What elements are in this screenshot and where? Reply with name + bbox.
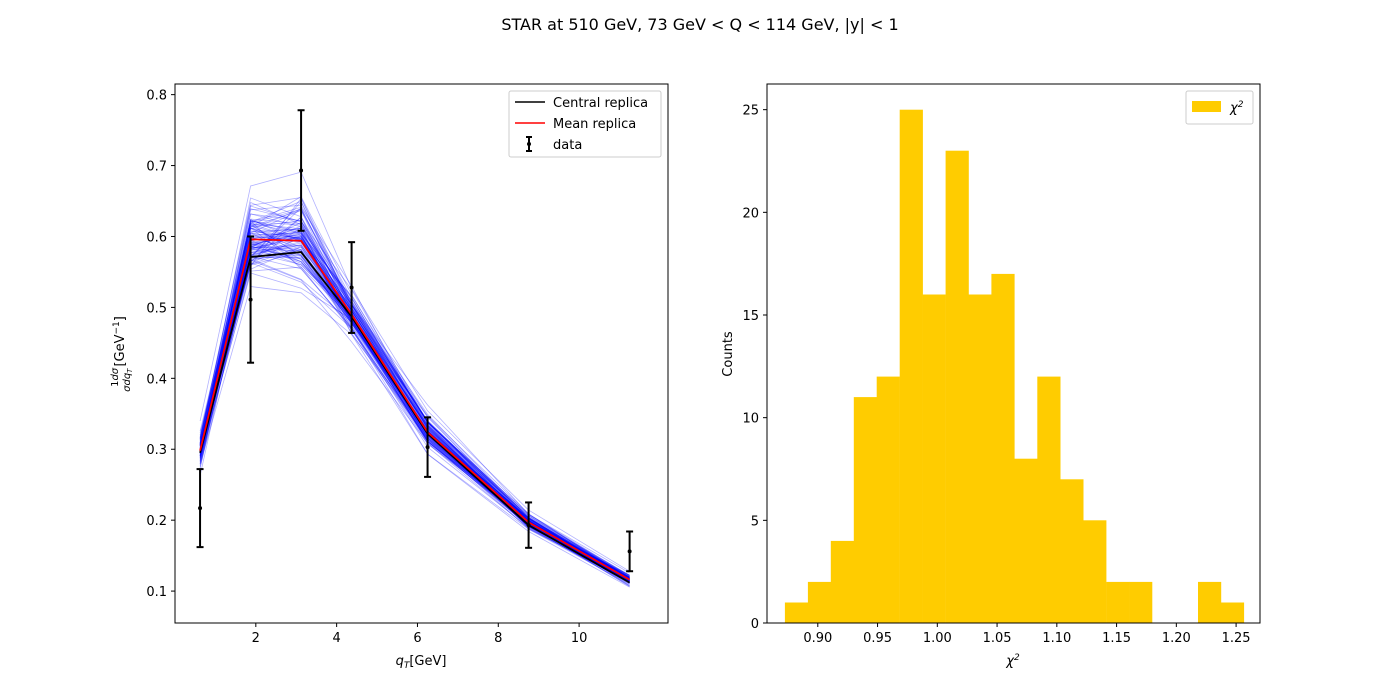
y-tick-label: 0.8 bbox=[146, 89, 167, 104]
histogram-bar bbox=[1198, 581, 1222, 623]
x-tick-label: 1.05 bbox=[983, 631, 1012, 646]
right-axes-frame bbox=[766, 83, 1261, 624]
replica-line bbox=[199, 216, 630, 581]
y-tick-label: 5 bbox=[751, 514, 759, 529]
histogram-bar bbox=[1106, 581, 1130, 623]
right-y-axis: 0 5 10 15 20 25 bbox=[742, 104, 767, 632]
histogram-bar bbox=[1220, 602, 1245, 623]
histogram-bar bbox=[922, 294, 946, 623]
right-x-axis-label: χ2 bbox=[1005, 653, 1020, 669]
x-tick-label: 1.15 bbox=[1102, 631, 1131, 646]
figure-title: STAR at 510 GeV, 73 GeV < Q < 114 GeV, |… bbox=[501, 15, 898, 34]
x-tick-label: 2 bbox=[252, 631, 260, 646]
y-tick-label: 0.5 bbox=[146, 301, 167, 316]
histogram-bar bbox=[991, 273, 1015, 623]
y-tick-label: 0.3 bbox=[146, 443, 167, 458]
histogram-bar bbox=[784, 602, 809, 623]
data-point bbox=[424, 416, 432, 478]
svg-text:1dσσdqT[GeV−1]: 1dσσdqT[GeV−1] bbox=[110, 316, 134, 392]
right-legend: χ2 bbox=[1185, 90, 1254, 125]
replica-lines bbox=[199, 171, 630, 588]
data-points bbox=[196, 109, 634, 573]
x-tick-label: 10 bbox=[571, 631, 588, 646]
left-chart: 2 4 6 8 10 0.10.20.30.40.50.60.70.8 qT[GeV] … bbox=[110, 83, 669, 671]
left-y-axis-label: 1dσσdqT[GeV−1] bbox=[110, 316, 134, 392]
histogram-bar bbox=[1060, 479, 1084, 623]
left-x-axis-label: qT[GeV] bbox=[396, 654, 447, 671]
replica-line bbox=[199, 196, 630, 579]
y-tick-label: 0 bbox=[751, 617, 759, 632]
x-tick-label: 0.90 bbox=[803, 631, 832, 646]
y-tick-label: 25 bbox=[742, 104, 759, 119]
x-tick-label: 8 bbox=[494, 631, 502, 646]
data-point bbox=[247, 235, 255, 364]
data-point bbox=[525, 501, 533, 549]
histogram-bar bbox=[876, 376, 900, 623]
data-point bbox=[297, 109, 305, 232]
x-tick-label: 0.95 bbox=[863, 631, 892, 646]
right-chart: 0.90 0.95 1.00 1.05 1.10 1.15 1.20 1.25 0 5 10 15 2… bbox=[721, 83, 1261, 669]
y-tick-label: 10 bbox=[742, 412, 759, 427]
replica-line bbox=[199, 219, 630, 579]
x-tick-label: 1.10 bbox=[1042, 631, 1071, 646]
histogram-bar bbox=[1014, 458, 1038, 623]
legend-central-label: Central replica bbox=[553, 96, 648, 111]
x-tick-label: 4 bbox=[332, 631, 340, 646]
histogram-bar bbox=[1129, 581, 1153, 623]
left-x-axis: 2 4 6 8 10 bbox=[252, 623, 588, 646]
y-tick-label: 20 bbox=[742, 206, 759, 221]
right-y-axis-label: Counts bbox=[721, 331, 736, 377]
legend-chi2-swatch bbox=[1192, 101, 1221, 112]
left-y-axis: 0.1 0.2 0.3 0.4 0.5 0.6 0.7 0.8 bbox=[146, 89, 175, 600]
y-tick-label: 0.6 bbox=[146, 230, 167, 245]
right-x-axis: 0.90 0.95 1.00 1.05 1.10 1.15 1.20 1.25 bbox=[803, 623, 1251, 646]
histogram-bar bbox=[899, 109, 923, 623]
data-point bbox=[348, 241, 356, 334]
legend-data-swatch bbox=[526, 136, 532, 152]
legend-data-label: data bbox=[553, 138, 582, 153]
y-tick-label: 15 bbox=[742, 309, 759, 324]
y-tick-label: 0.1 bbox=[146, 585, 167, 600]
x-tick-label: 1.00 bbox=[923, 631, 952, 646]
left-axes-frame bbox=[174, 83, 669, 624]
legend-mean-label: Mean replica bbox=[553, 117, 636, 132]
y-tick-label: 0.7 bbox=[146, 160, 167, 175]
histogram-bar bbox=[1037, 376, 1061, 623]
data-point bbox=[626, 530, 634, 573]
histogram-bar bbox=[968, 294, 992, 623]
replica-line bbox=[199, 220, 630, 578]
y-tick-label: 0.4 bbox=[146, 372, 167, 387]
y-tick-label: 0.2 bbox=[146, 514, 167, 529]
histogram-bar bbox=[945, 150, 969, 623]
histogram-bar bbox=[1083, 520, 1107, 623]
series-lines bbox=[199, 238, 631, 584]
x-tick-label: 1.25 bbox=[1222, 631, 1251, 646]
histogram-bar bbox=[830, 540, 854, 623]
histogram-bars bbox=[784, 109, 1245, 623]
x-tick-label: 1.20 bbox=[1162, 631, 1191, 646]
x-tick-label: 6 bbox=[413, 631, 421, 646]
left-legend: Central replica Mean replica data bbox=[508, 90, 662, 158]
histogram-bar bbox=[807, 581, 832, 623]
histogram-bar bbox=[853, 397, 877, 623]
data-point bbox=[196, 468, 204, 549]
replica-line bbox=[199, 219, 630, 578]
